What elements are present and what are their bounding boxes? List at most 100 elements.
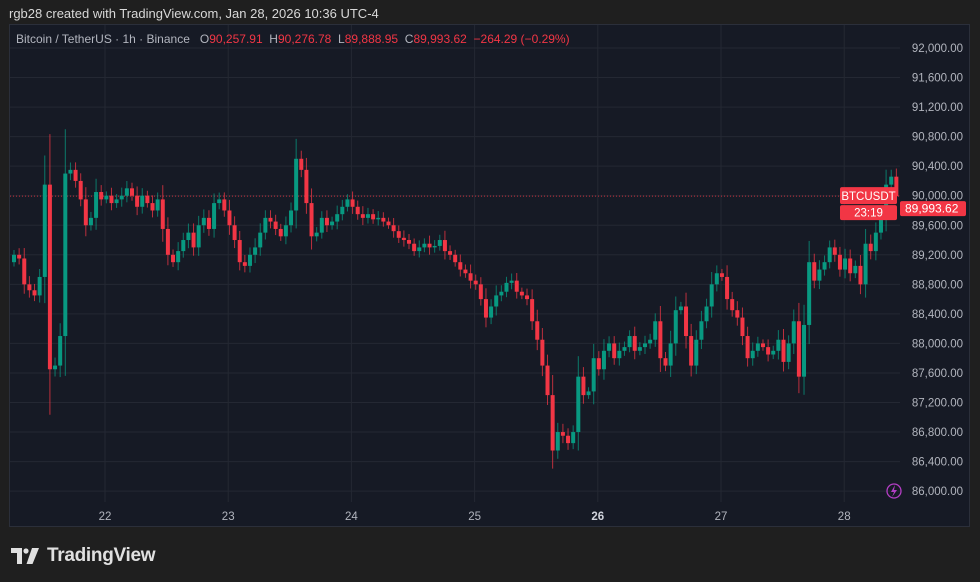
candle-body [607,343,612,351]
candle-body [422,243,427,248]
price-tick-label: 90,000.00 [912,191,963,203]
candle-body [483,299,488,318]
candle-body [283,225,288,237]
candle-body [73,169,78,181]
candle-body [878,217,883,233]
candle-body [247,254,252,266]
candle-body [730,299,735,311]
candle-body [514,280,519,292]
candle-body [330,221,335,226]
candle-body [560,432,565,436]
candle-body [817,269,822,281]
candle-body [181,240,186,252]
candle-body [750,350,755,359]
candle-body [637,347,642,351]
candle-body [47,184,52,370]
candle-body [309,203,314,237]
candle-body [530,299,535,322]
candle-body [627,336,632,348]
candle-body [289,210,294,226]
candle-body [776,339,781,351]
candle-body [889,176,894,185]
candle-body [124,188,129,196]
price-tick-label: 88,000.00 [912,338,963,350]
candle-body [37,276,42,296]
candle-body [658,321,663,359]
change-value: −264.29 (−0.29%) [473,32,570,46]
open-label: O [199,32,210,46]
candle-body [601,350,606,370]
candle-body [499,291,504,296]
candle-body [678,306,683,311]
candle-body [171,254,176,263]
price-tick-label: 91,200.00 [912,102,963,114]
candle-body [786,343,791,362]
candle-body [448,251,453,255]
candle-body [843,258,848,270]
date-tick-label: 25 [468,511,481,523]
candle-body [165,228,170,255]
candle-body [653,321,658,340]
price-tick-label: 86,400.00 [912,457,963,469]
candle-body [196,225,201,248]
candle-body [868,243,873,252]
candle-body [581,376,586,396]
candle-body [114,199,119,204]
candle-body [709,284,714,307]
candle-body [555,432,560,451]
ohlc-legend: Bitcoin / TetherUS · 1h · Binance O90,25… [16,32,570,46]
candle-body [278,228,283,237]
price-tick-label: 91,600.00 [912,73,963,85]
candle-body [802,324,807,377]
candle-body [704,306,709,322]
candle-body [401,237,406,241]
candle-body [612,343,617,359]
candle-body [632,336,637,351]
candle-body [273,221,278,229]
price-tick-label: 87,200.00 [912,398,963,410]
candle-body [827,247,832,263]
candle-body [427,243,432,248]
price-tick-label: 86,000.00 [912,486,963,498]
candle-body [258,232,263,248]
candle-body [376,217,381,220]
candle-body [740,317,745,337]
candle-body [237,240,242,263]
symbol-tag: BTCUSDT [841,191,895,203]
candle-body [232,225,237,241]
candle-body [222,199,227,211]
lightning-icon [886,483,902,499]
date-tick-label: 24 [345,511,358,523]
candle-body [53,365,58,370]
candle-body [78,180,83,200]
candle-body [386,221,391,226]
candle-body [478,284,483,300]
low-label: L [338,32,345,46]
candle-body [355,206,360,215]
candle-body [550,395,555,451]
candle-body [155,199,160,211]
candle-body [360,214,365,218]
candle-body [371,214,376,220]
candle-body [540,339,545,366]
open-value: 90,257.91 [209,32,263,46]
candle-body [745,336,750,359]
candle-body [755,343,760,351]
candle-body [791,321,796,344]
candle-body [494,295,499,307]
symbol-tag-bg [840,187,897,205]
candle-body [42,184,47,277]
candle-body [591,358,596,392]
candle-body [837,254,842,270]
candle-countdown: 23:19 [854,208,883,220]
candle-body [94,192,99,218]
tradingview-logo[interactable]: TradingView [11,545,156,567]
candle-body [853,265,858,274]
candle-body [689,336,694,366]
candle-body [345,199,350,207]
date-tick-label: 28 [838,511,851,523]
symbol-label[interactable]: Bitcoin / TetherUS · 1h · Binance [16,32,190,46]
candle-body [176,251,181,263]
lightning-bolt-icon [891,485,897,497]
